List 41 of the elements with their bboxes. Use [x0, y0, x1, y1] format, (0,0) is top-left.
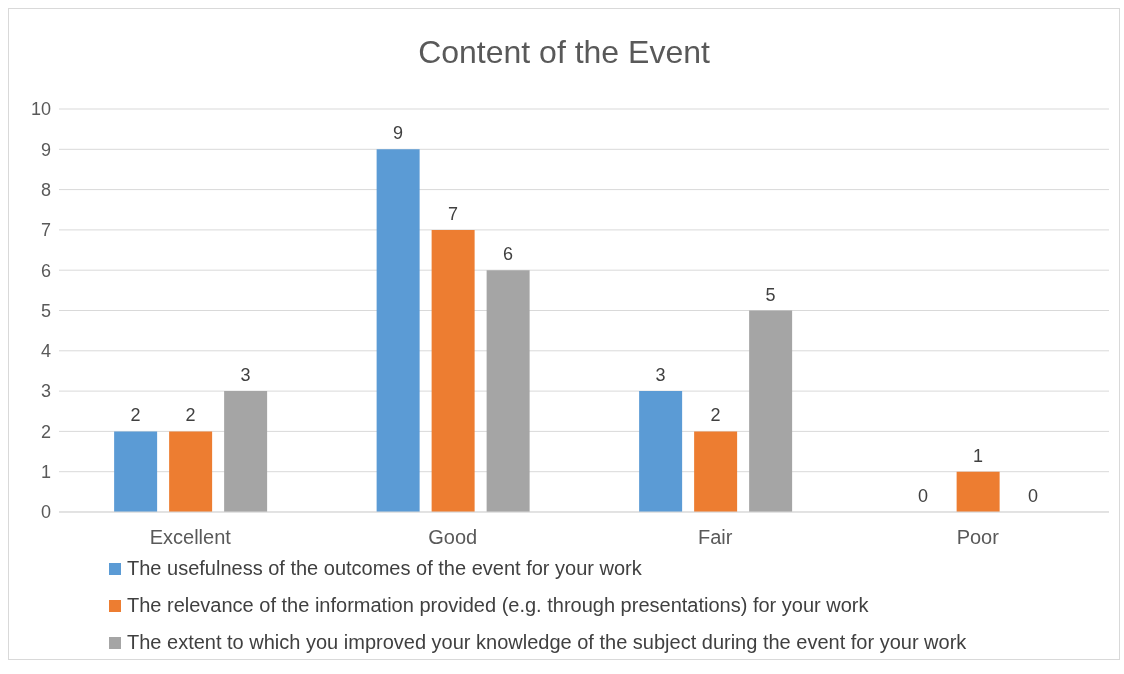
y-tick-label: 8: [40, 179, 51, 200]
x-tick-label: Excellent: [149, 526, 232, 549]
data-label: 2: [185, 405, 196, 426]
legend-label: The relevance of the information provided (e.g. through presentations) for your work: [127, 594, 869, 617]
y-tick-label: 6: [40, 260, 51, 281]
data-label: 0: [918, 485, 929, 506]
chart-title: Content of the Event: [417, 34, 711, 72]
y-tick-label: 3: [40, 381, 51, 402]
y-tick-label: 0: [40, 502, 51, 523]
data-label: 9: [393, 123, 404, 144]
bar: [749, 310, 793, 512]
y-tick-label: 5: [40, 300, 51, 321]
legend-label: The usefulness of the outcomes of the event for your work: [127, 557, 642, 580]
bar: [486, 270, 530, 512]
x-tick-label: Good: [428, 526, 478, 549]
bar: [224, 391, 268, 512]
y-tick-label: 4: [40, 341, 51, 362]
data-label: 1: [973, 445, 984, 466]
bar: [694, 431, 738, 512]
data-label: 0: [1028, 485, 1039, 506]
bar: [114, 431, 158, 512]
y-tick-label: 2: [40, 421, 51, 442]
data-label: 2: [130, 405, 141, 426]
y-tick-label: 1: [40, 462, 51, 483]
data-label: 3: [240, 365, 251, 386]
bar: [639, 391, 683, 512]
bar: [169, 431, 213, 512]
data-label: 2: [710, 405, 721, 426]
bar: [956, 471, 1000, 512]
y-tick-label: 7: [40, 220, 51, 241]
bar: [431, 229, 475, 512]
x-tick-label: Poor: [956, 526, 1000, 549]
bar: [376, 149, 420, 512]
data-label: 5: [765, 284, 776, 305]
data-label: 6: [503, 244, 514, 265]
data-label: 3: [655, 365, 666, 386]
x-tick-label: Fair: [698, 526, 733, 549]
legend-label: The extent to which you improved your knowledge of the subject during the event for your work: [127, 631, 967, 654]
y-tick-label: 9: [40, 139, 51, 160]
y-tick-label: 10: [30, 99, 51, 120]
data-label: 7: [448, 203, 459, 224]
